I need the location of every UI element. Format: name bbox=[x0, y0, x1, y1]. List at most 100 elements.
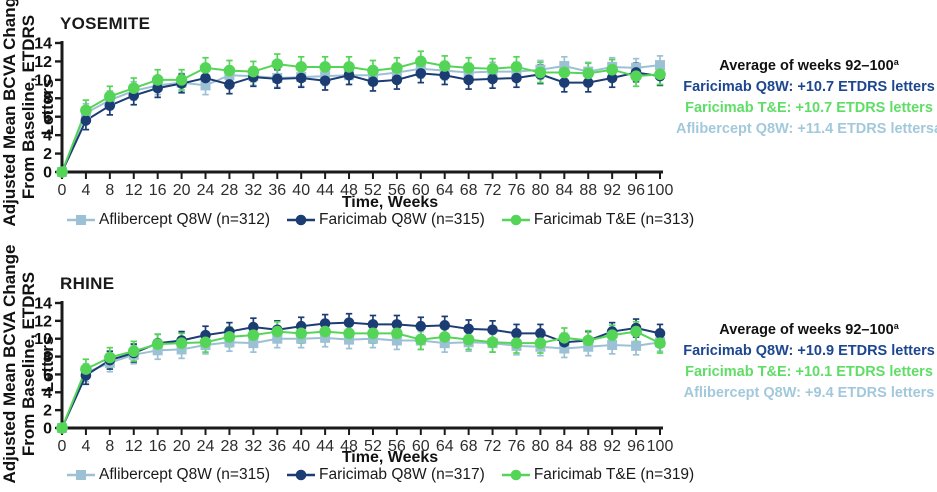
data-point-marker bbox=[415, 55, 427, 68]
legend-item-faricimab-t-e-n-319: Faricimab T&E (n=319) bbox=[501, 466, 694, 484]
data-point-marker bbox=[487, 73, 498, 85]
data-point-marker bbox=[223, 64, 236, 77]
x-tick-label: 36 bbox=[268, 182, 286, 199]
data-point-marker bbox=[511, 328, 522, 339]
data-point-marker bbox=[199, 62, 212, 74]
data-point-marker bbox=[558, 332, 571, 344]
annotation-heading: Average of weeks 92–100a bbox=[719, 321, 899, 338]
data-point-marker bbox=[391, 327, 403, 340]
data-point-marker bbox=[104, 90, 116, 103]
x-tick-label: 72 bbox=[484, 438, 502, 455]
x-tick-label: 24 bbox=[197, 182, 215, 199]
x-tick-label: 88 bbox=[579, 438, 597, 455]
data-point-marker bbox=[535, 328, 546, 339]
data-point-marker bbox=[439, 338, 450, 349]
data-point-marker bbox=[654, 68, 666, 81]
data-point-marker bbox=[319, 325, 331, 338]
data-point-marker bbox=[56, 166, 68, 178]
x-tick-label: 0 bbox=[58, 438, 67, 455]
x-tick-label: 12 bbox=[125, 182, 143, 199]
data-point-marker bbox=[223, 331, 236, 343]
legend-label: Aflibercept Q8W (n=315) bbox=[99, 466, 271, 483]
series-faricimab-q8w-n-317 bbox=[61, 312, 664, 429]
y-tick-label: 8 bbox=[43, 349, 52, 366]
data-point-marker bbox=[510, 337, 523, 349]
x-tick-label: 72 bbox=[484, 182, 502, 199]
chart-panel-yosemite: Adjusted Mean BCVA Change From Baseline,… bbox=[0, 0, 937, 229]
x-tick-label: 20 bbox=[173, 438, 191, 455]
x-tick-label: 92 bbox=[603, 438, 621, 455]
x-tick-label: 52 bbox=[364, 438, 382, 455]
x-tick-label: 56 bbox=[388, 438, 406, 455]
data-point-marker bbox=[582, 77, 594, 88]
legend-item-faricimab-q8w-n-315: Faricimab Q8W (n=315) bbox=[286, 211, 485, 229]
data-point-marker bbox=[80, 115, 92, 126]
data-point-marker bbox=[248, 338, 259, 349]
data-point-marker bbox=[439, 69, 451, 81]
footnote-marker: a bbox=[893, 321, 899, 331]
x-tick-label: 84 bbox=[555, 438, 573, 455]
markers-faricimab-t-e-n-313 bbox=[56, 55, 666, 178]
aflibercept-q8w-n-315-marker-icon bbox=[67, 470, 95, 480]
data-point-marker bbox=[343, 317, 355, 328]
y-tick-label: 8 bbox=[43, 91, 52, 108]
y-tick-label: 4 bbox=[43, 128, 52, 145]
x-tick-label: 64 bbox=[436, 438, 454, 455]
footnote-marker: a bbox=[893, 57, 899, 67]
series-line bbox=[61, 336, 661, 429]
data-point-marker bbox=[80, 104, 92, 117]
data-point-marker bbox=[606, 63, 618, 76]
x-tick-label: 16 bbox=[149, 438, 167, 455]
x-tick-label: 56 bbox=[388, 182, 406, 199]
x-tick-label: 16 bbox=[149, 182, 167, 199]
markers-faricimab-t-e-n-319 bbox=[56, 325, 666, 434]
x-tick-label: 4 bbox=[81, 438, 90, 455]
data-point-marker bbox=[534, 337, 547, 349]
faricimab-q8w-n-315-marker-icon bbox=[287, 214, 316, 226]
x-tick-label: 20 bbox=[173, 182, 191, 199]
x-tick-label: 8 bbox=[105, 438, 114, 455]
x-tick-label: 96 bbox=[627, 438, 645, 455]
data-point-marker bbox=[224, 79, 235, 90]
data-point-marker bbox=[320, 332, 331, 343]
annotation-line: Faricimab Q8W: +10.7 ETDRS letters bbox=[683, 79, 935, 95]
data-point-marker bbox=[415, 333, 427, 346]
legend-label: Aflibercept Q8W (n=312) bbox=[99, 211, 271, 228]
annotation-line: Faricimab Q8W: +10.9 ETDRS letters bbox=[683, 343, 935, 359]
data-point-marker bbox=[343, 327, 355, 340]
data-point-marker bbox=[486, 336, 499, 349]
legend-marker bbox=[510, 214, 522, 226]
annotation-yosemite: Average of weeks 92–100a Faricimab Q8W: +… bbox=[669, 52, 937, 140]
data-point-marker bbox=[391, 319, 403, 330]
data-point-marker bbox=[319, 61, 331, 73]
y-tick-label: 6 bbox=[43, 109, 52, 126]
data-point-marker bbox=[104, 351, 116, 364]
legend-item-faricimab-q8w-n-317: Faricimab Q8W (n=317) bbox=[286, 466, 485, 484]
data-point-marker bbox=[655, 60, 665, 71]
x-tick-label: 100 bbox=[647, 182, 674, 199]
x-tick-label: 80 bbox=[532, 438, 550, 455]
data-point-marker bbox=[248, 321, 259, 333]
series-line bbox=[61, 330, 661, 429]
data-point-marker bbox=[271, 73, 283, 85]
data-point-marker bbox=[152, 345, 163, 356]
data-point-marker bbox=[80, 363, 92, 375]
y-tick-label: 14 bbox=[34, 36, 52, 53]
x-tick-label: 12 bbox=[125, 438, 143, 455]
data-point-marker bbox=[367, 319, 379, 330]
chart-panel-rhine: Adjusted Mean BCVA Change From Baseline,… bbox=[0, 245, 937, 492]
series-faricimab-t-e-n-319 bbox=[61, 320, 664, 429]
data-point-marker bbox=[415, 320, 427, 332]
data-point-marker bbox=[319, 318, 331, 329]
legend-label: Faricimab Q8W (n=315) bbox=[319, 211, 485, 228]
data-point-marker bbox=[367, 327, 379, 340]
data-point-marker bbox=[654, 337, 666, 349]
x-tick-label: 36 bbox=[268, 438, 286, 455]
legend-marker bbox=[295, 469, 307, 481]
legend-item-aflibercept-q8w-n-315: Aflibercept Q8W (n=315) bbox=[66, 466, 270, 484]
x-tick-label: 28 bbox=[221, 182, 239, 199]
data-point-marker bbox=[582, 334, 595, 347]
legend-marker bbox=[76, 215, 86, 225]
x-tick-label: 76 bbox=[508, 438, 526, 455]
